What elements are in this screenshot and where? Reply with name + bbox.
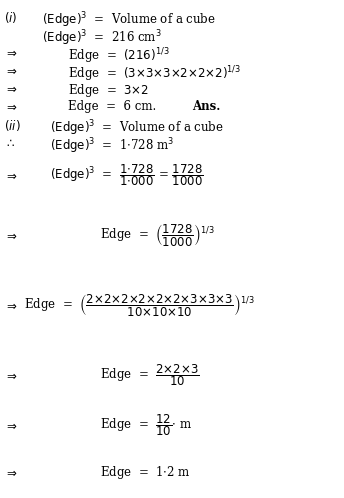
Text: Edge  =  6 cm.: Edge = 6 cm.	[68, 100, 164, 113]
Text: $(i)$: $(i)$	[4, 10, 18, 25]
Text: $\Rightarrow$: $\Rightarrow$	[4, 82, 18, 95]
Text: Edge  =  $3{\times}2$: Edge = $3{\times}2$	[68, 82, 149, 99]
Text: $\therefore$: $\therefore$	[4, 136, 15, 149]
Text: $(ii)$: $(ii)$	[4, 118, 21, 133]
Text: $\Rightarrow$: $\Rightarrow$	[4, 64, 18, 77]
Text: Edge  =  $(3{\times}3{\times}3{\times}2{\times}2{\times}2)^{1/3}$: Edge = $(3{\times}3{\times}3{\times}2{\t…	[68, 64, 241, 84]
Text: Edge  =  $\left(\dfrac{2{\times}2{\times}2{\times}2{\times}2{\times}2{\times}3{\: Edge = $\left(\dfrac{2{\times}2{\times}2…	[24, 292, 255, 318]
Text: Edge  =  1$\cdot$2 m: Edge = 1$\cdot$2 m	[100, 464, 191, 481]
Text: Ans.: Ans.	[192, 100, 221, 113]
Text: $\Rightarrow$: $\Rightarrow$	[4, 418, 18, 431]
Text: $\Rightarrow$: $\Rightarrow$	[4, 369, 18, 381]
Text: $\Rightarrow$: $\Rightarrow$	[4, 168, 18, 181]
Text: $\Rightarrow$: $\Rightarrow$	[4, 466, 18, 479]
Text: $\Rightarrow$: $\Rightarrow$	[4, 46, 18, 59]
Text: $(\mathrm{Edge})^3$  =  1$\cdot$728 m$^3$: $(\mathrm{Edge})^3$ = 1$\cdot$728 m$^3$	[50, 136, 174, 155]
Text: Edge  =  $(216)^{1/3}$: Edge = $(216)^{1/3}$	[68, 46, 170, 66]
Text: Edge  =  $\left(\dfrac{1728}{1000}\right)^{1/3}$: Edge = $\left(\dfrac{1728}{1000}\right)^…	[100, 222, 215, 248]
Text: $\Rightarrow$: $\Rightarrow$	[4, 229, 18, 242]
Text: $(\mathrm{Edge})^3$  =  216 cm$^3$: $(\mathrm{Edge})^3$ = 216 cm$^3$	[42, 28, 162, 48]
Text: $\Rightarrow$: $\Rightarrow$	[4, 100, 18, 113]
Text: $(\mathrm{Edge})^3$  =  Volume of a cube: $(\mathrm{Edge})^3$ = Volume of a cube	[50, 118, 224, 137]
Text: Edge  =  $\dfrac{2{\times}2{\times}3}{10}$: Edge = $\dfrac{2{\times}2{\times}3}{10}$	[100, 362, 200, 388]
Text: $(\mathrm{Edge})^3$  =  $\dfrac{1{\cdot}728}{1{\cdot}000}$ = $\dfrac{1728}{1000}: $(\mathrm{Edge})^3$ = $\dfrac{1{\cdot}72…	[50, 162, 204, 188]
Text: Edge  =  $\dfrac{12}{10}{\cdot}$ m: Edge = $\dfrac{12}{10}{\cdot}$ m	[100, 412, 192, 438]
Text: $\Rightarrow$: $\Rightarrow$	[4, 298, 18, 312]
Text: $(\mathrm{Edge})^3$  =  Volume of a cube: $(\mathrm{Edge})^3$ = Volume of a cube	[42, 10, 216, 29]
